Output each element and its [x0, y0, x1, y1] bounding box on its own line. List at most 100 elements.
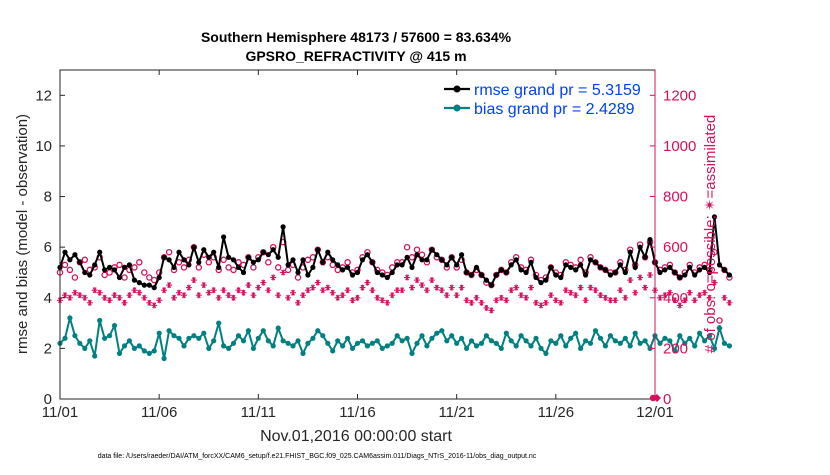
- rmse-point: [518, 267, 524, 273]
- rmse-point: [642, 254, 648, 260]
- rmse-point: [394, 262, 400, 268]
- obs-possible-point: [468, 271, 475, 279]
- rmse-point: [409, 264, 415, 270]
- rmse-point: [508, 262, 514, 268]
- obs-assimilated-point: [389, 292, 396, 299]
- obs-assimilated-point: [171, 294, 177, 301]
- bias-point: [583, 338, 589, 344]
- rmse-point: [364, 252, 370, 258]
- obs-assimilated-point: [220, 287, 227, 294]
- bias-point: [166, 328, 172, 334]
- obs-possible-point: [503, 269, 510, 276]
- x-tick-label: 12/01: [636, 404, 674, 421]
- obs-assimilated-point: [116, 294, 123, 301]
- bias-point: [518, 333, 524, 339]
- obs-assimilated-point: [156, 297, 163, 304]
- obs-assimilated-point: [463, 297, 470, 304]
- bias-point: [330, 348, 336, 354]
- rmse-point: [176, 249, 182, 255]
- obs-assimilated-point: [354, 294, 361, 301]
- rmse-point: [543, 277, 549, 283]
- rmse-point: [240, 269, 247, 276]
- rmse-point: [201, 247, 207, 253]
- obs-assimilated-point: [290, 289, 296, 296]
- obs-assimilated-point: [701, 289, 708, 296]
- obs-assimilated-point: [275, 292, 282, 299]
- obs-assimilated-point: [671, 297, 678, 304]
- bias-point: [107, 333, 113, 339]
- obs-possible-point: [61, 261, 69, 269]
- bias-point: [642, 338, 648, 344]
- obs-assimilated-point: [121, 299, 128, 306]
- obs-assimilated-point: [433, 284, 440, 291]
- obs-assimilated-point: [374, 294, 381, 301]
- bias-point: [513, 343, 519, 349]
- bias-point: [340, 343, 346, 349]
- y-axis-label-left: rmse and bias (model - observation): [14, 114, 31, 354]
- bias-point: [434, 330, 440, 336]
- obs-assimilated-point: [542, 299, 549, 306]
- bias-point: [255, 335, 261, 341]
- series-layer: [56, 214, 733, 402]
- rmse-point: [87, 272, 93, 278]
- bias-point: [121, 343, 128, 349]
- obs-assimilated-point: [111, 292, 118, 299]
- obs-possible-point: [438, 256, 446, 264]
- bias-point: [612, 338, 618, 344]
- obs-assimilated-point: [478, 299, 485, 306]
- rmse-point: [275, 254, 281, 260]
- y-tick-label-left: 4: [44, 290, 52, 307]
- obs-assimilated-point: [428, 277, 435, 284]
- obs-assimilated-point: [86, 299, 93, 306]
- obs-assimilated-point: [627, 277, 634, 284]
- obs-assimilated-point: [642, 284, 649, 291]
- rmse-point: [607, 272, 614, 278]
- y-tick-label-right: 400: [663, 290, 688, 307]
- rmse-point: [255, 257, 261, 263]
- x-tick-label: 11/11: [241, 404, 276, 421]
- bias-point: [607, 333, 614, 339]
- rmse-point: [662, 267, 668, 273]
- obs-assimilated-point: [344, 287, 351, 294]
- bias-point: [325, 340, 331, 346]
- bias-point: [483, 333, 489, 339]
- bias-point: [662, 335, 668, 341]
- chart-subtitle: GPSRO_REFRACTIVITY @ 415 m: [245, 48, 466, 64]
- obs-possible-point: [369, 259, 376, 266]
- y-tick-label-right: 1200: [663, 87, 696, 104]
- obs-assimilated-point: [473, 294, 480, 301]
- bias-point: [597, 335, 604, 341]
- bias-point: [493, 340, 499, 346]
- rmse-point: [667, 264, 673, 270]
- rmse-point: [439, 257, 445, 263]
- bias-point: [354, 340, 361, 346]
- rmse-point: [538, 280, 544, 286]
- bias-point: [230, 340, 237, 346]
- bias-point: [468, 338, 475, 344]
- rmse-point: [290, 257, 296, 263]
- y-axis-label-right: # of obs: o=possible; ✴=assimilated: [702, 115, 719, 354]
- bias-point: [478, 340, 485, 346]
- rmse-point: [702, 264, 708, 270]
- rmse-point: [82, 269, 88, 276]
- rmse-point: [553, 272, 559, 278]
- bias-point: [345, 335, 351, 341]
- obs-assimilated-point: [205, 289, 212, 296]
- bias-point: [404, 335, 410, 341]
- obs-assimilated-point: [686, 289, 693, 296]
- bias-point: [409, 350, 415, 356]
- y-tick-label-right: 200: [663, 340, 688, 357]
- bias-point: [275, 325, 281, 331]
- obs-assimilated-point: [285, 294, 292, 301]
- rmse-point: [513, 257, 519, 263]
- rmse-point: [444, 262, 450, 268]
- bias-point: [622, 335, 628, 341]
- rmse-point: [726, 272, 733, 278]
- rmse-point: [682, 272, 688, 278]
- rmse-point: [563, 262, 569, 268]
- obs-assimilated-point: [597, 292, 604, 299]
- legend-rmse-label: rmse grand pr = 5.3159: [474, 82, 641, 99]
- bias-point: [181, 343, 187, 349]
- rmse-point: [404, 254, 410, 260]
- bias-point: [498, 345, 504, 351]
